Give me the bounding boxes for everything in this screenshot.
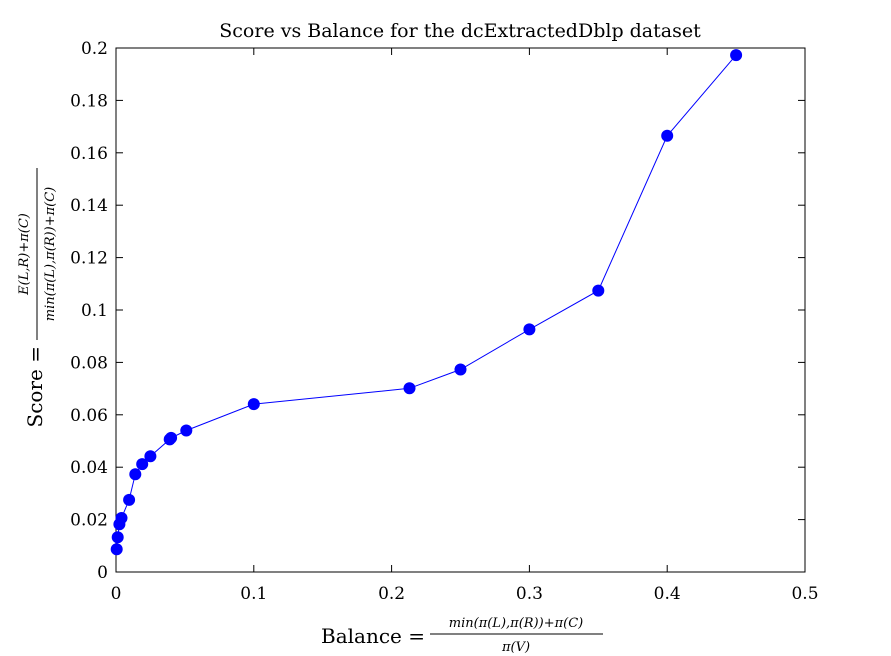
y-axis-label-numerator: E(L,R)+π(C) — [17, 213, 32, 296]
data-point — [454, 363, 467, 376]
data-point — [165, 431, 178, 444]
plot-area — [115, 47, 806, 573]
data-point — [136, 458, 149, 471]
x-axis-label-prefix: Balance = — [321, 624, 425, 648]
x-tick-label: 0.2 — [378, 584, 405, 604]
data-point — [247, 398, 260, 411]
y-tick-label: 0.14 — [70, 196, 108, 216]
chart-title: Score vs Balance for the dcExtractedDblp… — [219, 20, 701, 42]
data-point — [661, 129, 674, 142]
y-tick-label: 0.2 — [81, 39, 108, 59]
y-tick-label: 0.1 — [81, 301, 108, 321]
data-point — [111, 531, 124, 544]
data-point — [129, 468, 142, 481]
y-tick-label: 0.12 — [70, 249, 108, 269]
x-tick-label: 0 — [111, 584, 122, 604]
data-point — [523, 323, 536, 336]
y-tick-label: 0.02 — [70, 511, 108, 531]
data-point — [110, 543, 123, 556]
y-tick-labels: 0 0.02 0.04 0.06 0.08 0.1 0.12 0.14 0.16 0.18 0.2 — [70, 39, 108, 583]
y-axis-label-prefix: Score = — [23, 346, 47, 427]
x-tick-label: 0.4 — [654, 584, 681, 604]
y-axis-label-denominator: min(π(L),π(R))+π(C) — [43, 187, 58, 321]
y-tick-label: 0.18 — [70, 91, 108, 111]
x-tick-label: 0.1 — [240, 584, 267, 604]
axis-ticks — [115, 47, 806, 573]
x-axis-label-numerator: min(π(L),π(R))+π(C) — [449, 616, 583, 631]
data-point — [180, 424, 193, 437]
y-tick-label: 0.08 — [70, 353, 108, 373]
data-point — [144, 450, 157, 463]
data-point — [115, 512, 128, 524]
x-tick-labels: 0 0.1 0.2 0.3 0.4 0.5 — [111, 584, 819, 604]
data-points — [110, 49, 743, 556]
y-tick-label: 0.16 — [70, 144, 108, 164]
x-tick-label: 0.3 — [516, 584, 543, 604]
y-tick-label: 0 — [97, 563, 108, 583]
data-point — [403, 382, 416, 395]
data-point — [592, 284, 605, 297]
data-point — [123, 493, 136, 506]
x-tick-label: 0.5 — [791, 584, 818, 604]
data-point — [730, 49, 743, 62]
x-axis-label-denominator: π(V) — [501, 640, 530, 655]
y-tick-label: 0.04 — [70, 458, 108, 478]
y-tick-label: 0.06 — [70, 406, 108, 426]
